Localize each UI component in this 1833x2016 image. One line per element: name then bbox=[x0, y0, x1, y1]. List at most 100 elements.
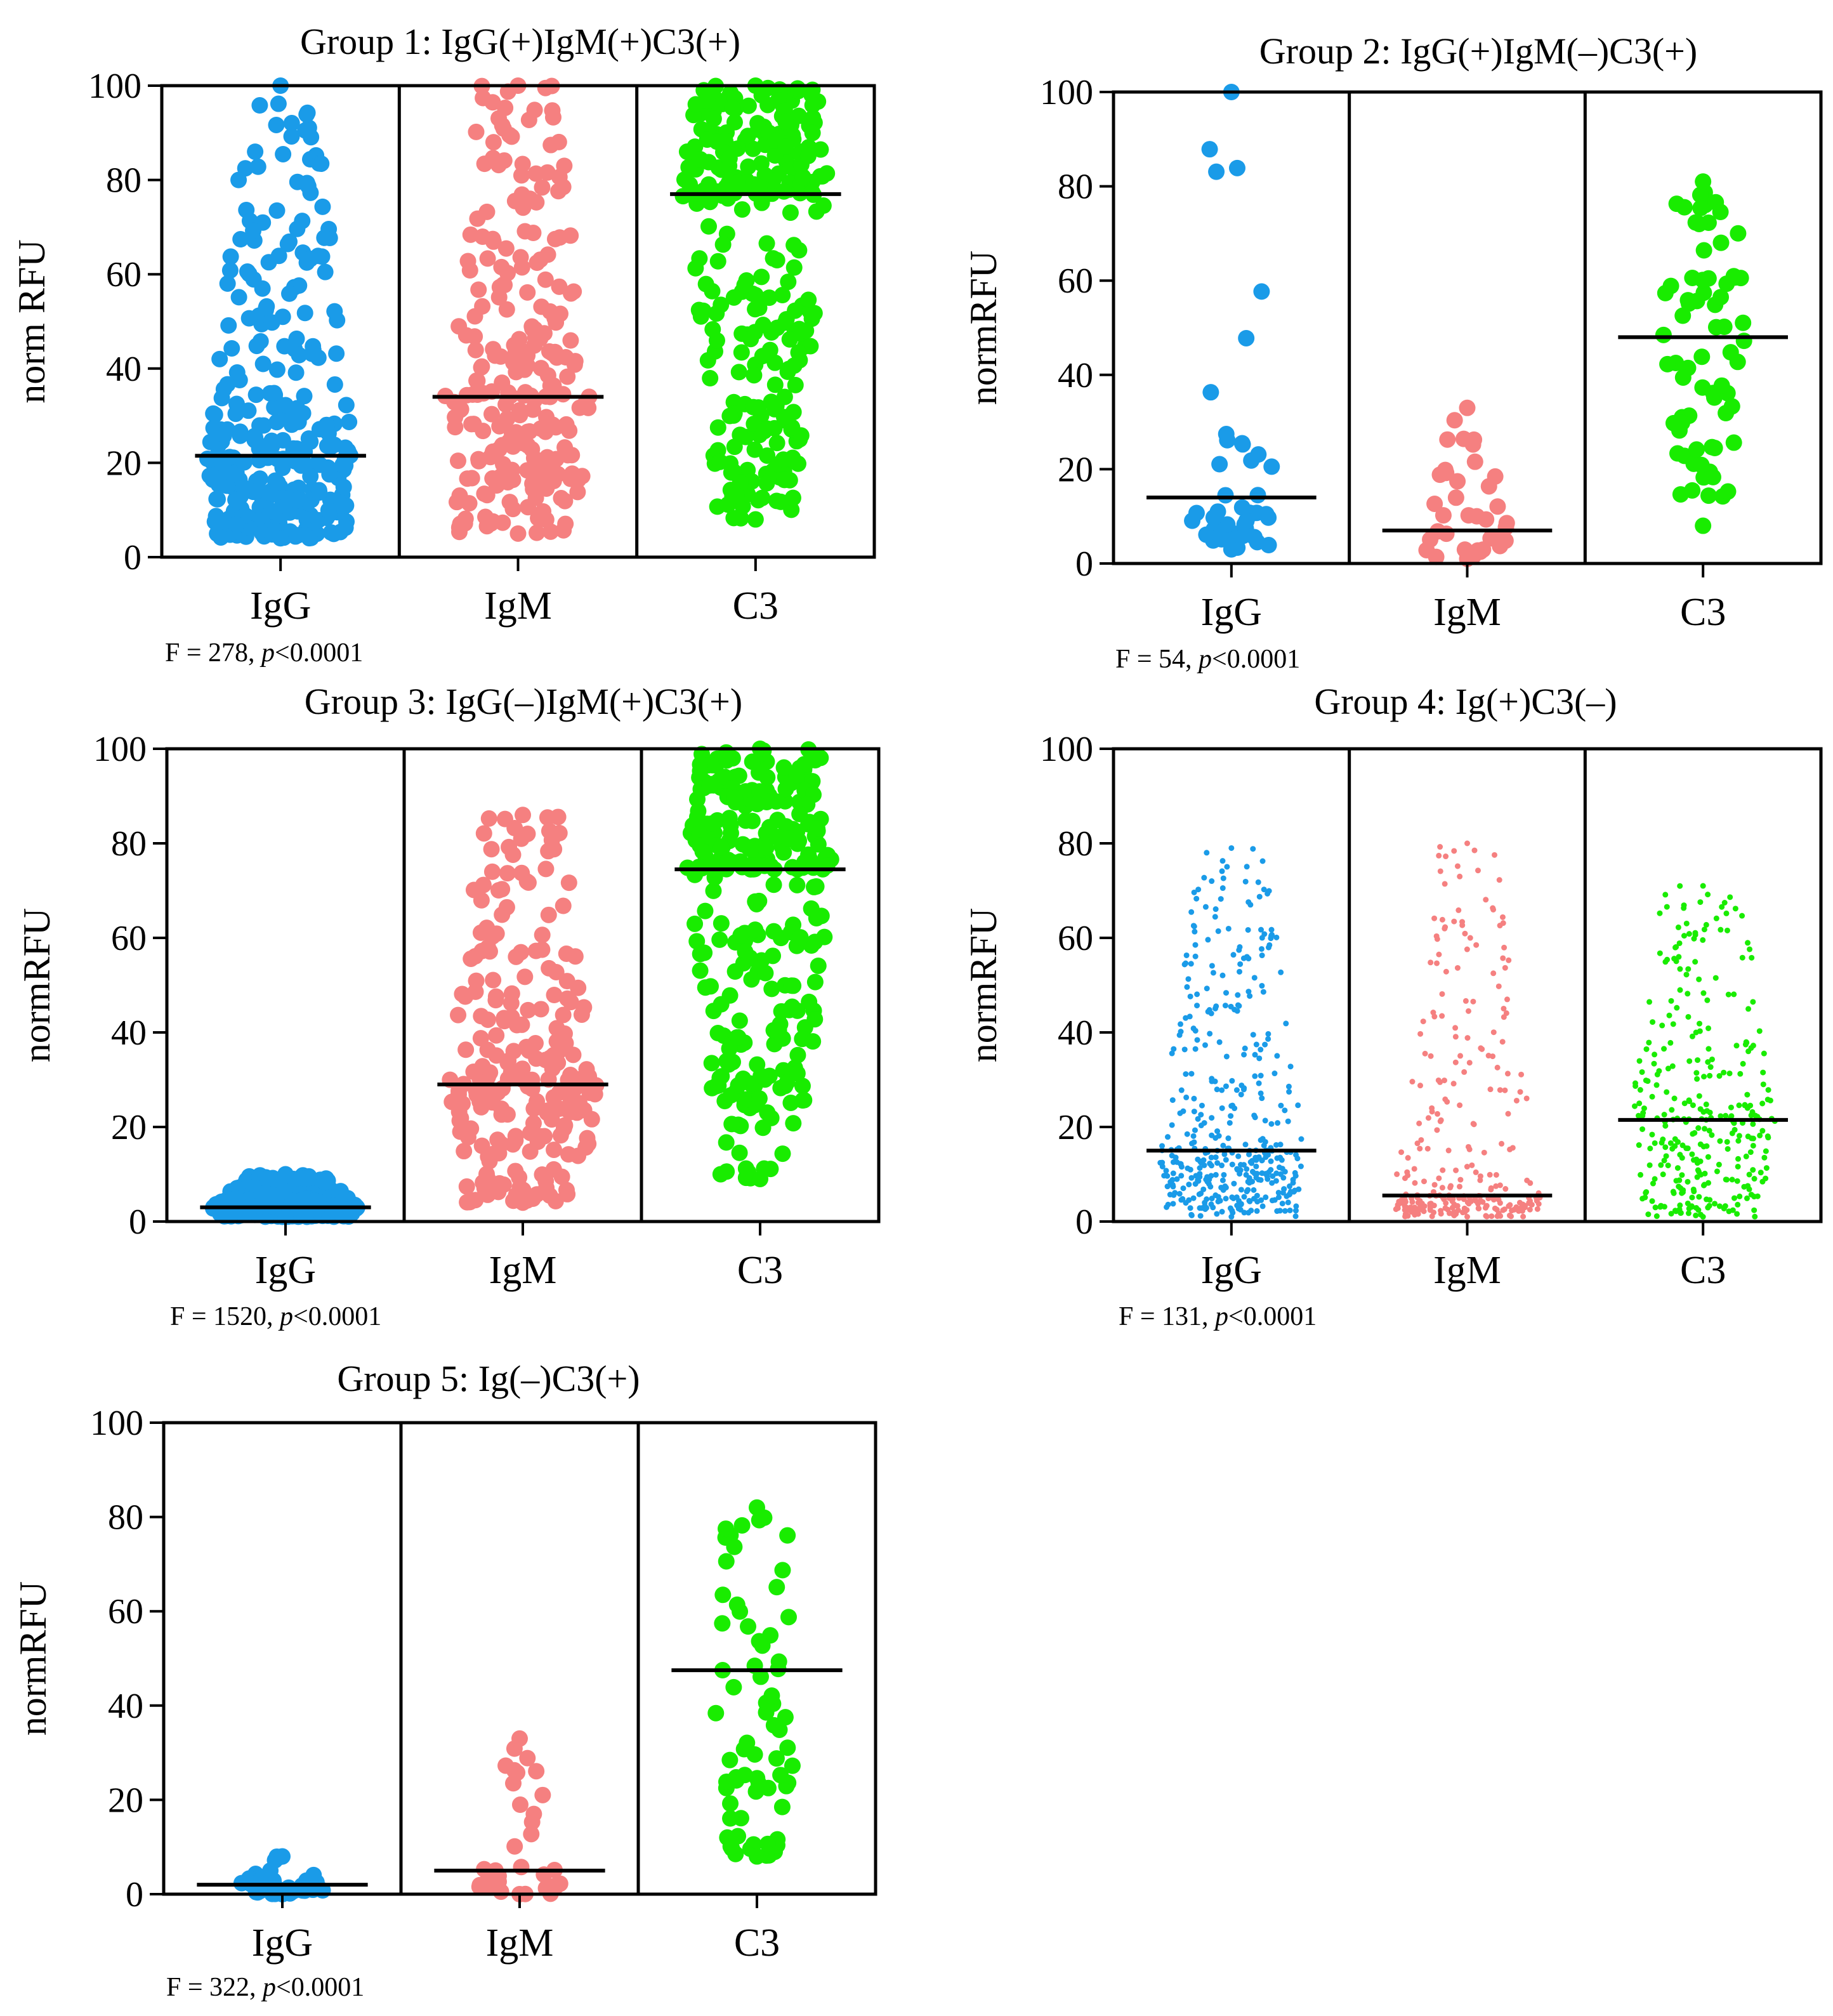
group4-c3-point bbox=[1664, 904, 1670, 910]
group1-c3-point bbox=[733, 344, 750, 361]
group5-igm-point bbox=[523, 1826, 540, 1843]
group1-igm-point bbox=[527, 165, 544, 182]
group1-igg-point bbox=[263, 314, 280, 331]
group3-igm-point bbox=[555, 897, 572, 914]
group1-igg-point bbox=[270, 95, 287, 112]
group1-igg-point bbox=[228, 364, 246, 381]
group4-igg-point bbox=[1274, 1053, 1280, 1059]
group4-igg-point bbox=[1219, 1087, 1225, 1093]
group1-ytick-label: 40 bbox=[106, 350, 141, 389]
group4-c3-point bbox=[1747, 1149, 1754, 1156]
group4-igg-point bbox=[1187, 1205, 1193, 1211]
group3-stat-annotation: F = 1520, p<0.0001 bbox=[170, 1302, 381, 1331]
group4-c3-point bbox=[1754, 1193, 1761, 1199]
group3-c3-point bbox=[730, 1029, 747, 1046]
group4-igg-point bbox=[1178, 1021, 1184, 1027]
group4-c3-point bbox=[1701, 926, 1707, 933]
group3-igm-point bbox=[457, 1041, 475, 1058]
group3-igm-point bbox=[546, 987, 563, 1004]
group4-ytick-label: 0 bbox=[1075, 1202, 1093, 1242]
group4-igm-point bbox=[1511, 1206, 1518, 1213]
group4-igg-point bbox=[1192, 928, 1198, 935]
group4-c3-point bbox=[1689, 1204, 1695, 1210]
group4-igm-point bbox=[1429, 1213, 1435, 1220]
group3-c3-point bbox=[752, 1067, 770, 1084]
group1-igm-point bbox=[478, 487, 496, 504]
group4-igm-point bbox=[1513, 1097, 1520, 1104]
group4-igg-point bbox=[1247, 1198, 1253, 1204]
group4-igg-point bbox=[1234, 1166, 1240, 1172]
group2-c3-point bbox=[1713, 377, 1730, 394]
group3-igm-point bbox=[454, 985, 471, 1003]
group4-igm-point bbox=[1499, 1140, 1505, 1147]
group3-c3-point bbox=[747, 921, 764, 939]
group2-c3-point bbox=[1712, 204, 1729, 221]
group1-igg-point bbox=[235, 479, 253, 496]
group3-c3-point bbox=[687, 915, 704, 932]
group4-igg-point bbox=[1245, 899, 1252, 906]
group4-igm-point bbox=[1473, 1169, 1479, 1175]
group2-c3-point bbox=[1706, 440, 1723, 457]
group3-igm-point bbox=[565, 1046, 582, 1064]
group4-igg-point bbox=[1295, 1102, 1301, 1109]
group4-igg-point bbox=[1164, 1183, 1171, 1190]
group4-c3-point bbox=[1639, 1126, 1646, 1132]
group4-c3-point bbox=[1690, 1131, 1696, 1137]
group4-c3-point bbox=[1740, 1060, 1746, 1067]
group4-c3-point bbox=[1635, 1112, 1641, 1119]
group1-c3-point bbox=[747, 301, 764, 318]
group4-igm-point bbox=[1427, 1202, 1433, 1209]
group4-c3-point bbox=[1638, 1171, 1644, 1178]
group4-igg-point bbox=[1214, 1128, 1221, 1135]
group4-c3-point bbox=[1742, 1041, 1749, 1048]
group1-igg-point bbox=[235, 454, 253, 471]
group5-igm-point bbox=[505, 1775, 522, 1792]
group4-igm-point bbox=[1519, 1204, 1525, 1210]
group4-igg-point bbox=[1298, 1136, 1304, 1142]
group3-c3-point bbox=[726, 963, 744, 980]
group4-igg-point bbox=[1254, 1208, 1260, 1214]
group4-igg-point bbox=[1201, 874, 1207, 881]
group4-igm-point bbox=[1462, 930, 1468, 937]
group1-stat-f: F = 278, bbox=[165, 638, 261, 668]
group3-igm-point bbox=[494, 881, 511, 898]
group3-c3-point bbox=[691, 826, 708, 843]
group4-igg-point bbox=[1229, 1161, 1235, 1168]
group3-igm-point bbox=[468, 972, 485, 989]
group3-igm-point bbox=[555, 1120, 572, 1137]
group4-igg-point bbox=[1218, 896, 1224, 902]
group4-c3-point bbox=[1666, 1012, 1672, 1018]
group4-igg-point bbox=[1249, 1168, 1256, 1175]
group3-igm-point bbox=[513, 944, 530, 961]
group4-igm-point bbox=[1430, 1010, 1436, 1016]
group1-c3-point bbox=[709, 419, 726, 436]
group1-igg-point bbox=[254, 280, 271, 297]
group4-igg-point bbox=[1197, 1171, 1203, 1177]
group2-c3-point bbox=[1723, 398, 1740, 415]
group4-c3-point bbox=[1633, 1083, 1639, 1089]
group4-igg-point bbox=[1191, 1139, 1197, 1145]
group4-c3-point bbox=[1653, 1082, 1660, 1088]
group3-c3-point bbox=[803, 900, 820, 917]
group1-stat-p-value: <0.0001 bbox=[275, 638, 363, 668]
group2-igg-point bbox=[1263, 458, 1280, 475]
group1-igg-point bbox=[222, 248, 239, 265]
group4-c3-point bbox=[1723, 1176, 1729, 1183]
group4-igg-point bbox=[1283, 1020, 1289, 1027]
group3-c3-point bbox=[705, 882, 722, 899]
group4-igm-point bbox=[1438, 1117, 1444, 1123]
group3-igm-point bbox=[489, 1084, 506, 1102]
group4-igm-point bbox=[1394, 1204, 1400, 1211]
group1-c3-point bbox=[702, 370, 719, 387]
group1-c3-point bbox=[798, 322, 815, 339]
group1-igm-point bbox=[529, 524, 546, 541]
group1-c3-point bbox=[692, 150, 709, 168]
group3-igm-point bbox=[581, 1084, 598, 1102]
group4-igg-point bbox=[1254, 1192, 1260, 1199]
group1-igm-point bbox=[467, 341, 484, 359]
group4-igg-point bbox=[1247, 1159, 1254, 1165]
group1-igm-point bbox=[461, 495, 478, 512]
group4-igg-point bbox=[1219, 858, 1226, 864]
group1-igm-point bbox=[562, 227, 579, 244]
group1-igg-point bbox=[223, 339, 240, 357]
